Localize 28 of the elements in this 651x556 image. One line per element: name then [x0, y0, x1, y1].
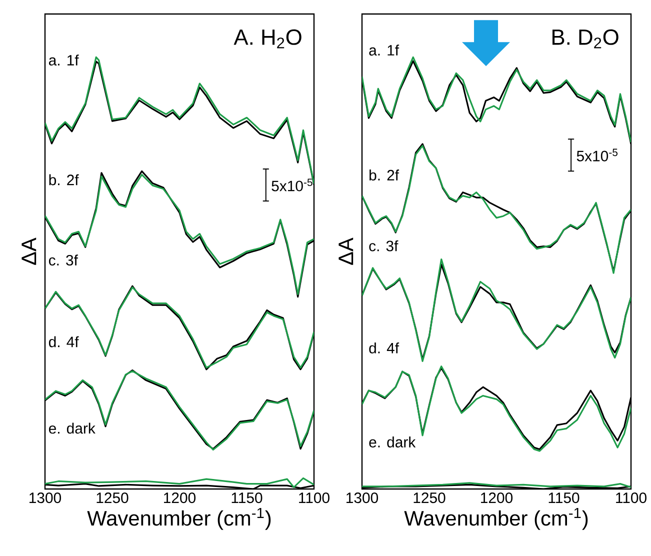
annotation: a. 1f [48, 54, 79, 66]
annotation: c. 3f [48, 254, 78, 266]
x-axis-title: Wavenumber (cm$^{-1}$) [87, 508, 271, 530]
x-tick-label: 1200 [481, 492, 513, 504]
y-axis-title: ΔA [338, 238, 354, 265]
x-axis-title: Wavenumber (cm$^{-1}$) [404, 508, 588, 530]
annotation: d. 4f [369, 342, 400, 354]
x-tick-label: 1100 [299, 492, 330, 504]
x-tick-label: 1100 [616, 492, 646, 504]
x-tick-label: 1150 [232, 492, 262, 504]
y-axis-title: ΔA [22, 238, 36, 265]
annotation: b. 2f [49, 174, 79, 186]
x-tick-label: 1300 [346, 492, 378, 504]
annotation: d. 4f [48, 336, 79, 348]
annotation: e. dark [48, 422, 96, 434]
annotation: e. dark [369, 436, 416, 448]
annotation: b. 2f [370, 170, 400, 181]
text: a. 1f [369, 44, 400, 56]
x-tick-label: 1250 [96, 492, 128, 504]
annotation: c. 3f [369, 240, 398, 252]
x-tick-label: 1200 [164, 492, 196, 504]
chart-title: B. D$_{2}$O [552, 29, 618, 48]
chart-title: A. H$_{2}$O [234, 29, 302, 48]
annotation: 5x10$^{-5}$ [272, 178, 312, 192]
x-tick-label: 1300 [30, 492, 62, 504]
x-tick-label: 1150 [548, 492, 580, 504]
x-tick-label: 1250 [414, 492, 446, 504]
annotation: 5x10$^{-5}$ [576, 148, 618, 162]
